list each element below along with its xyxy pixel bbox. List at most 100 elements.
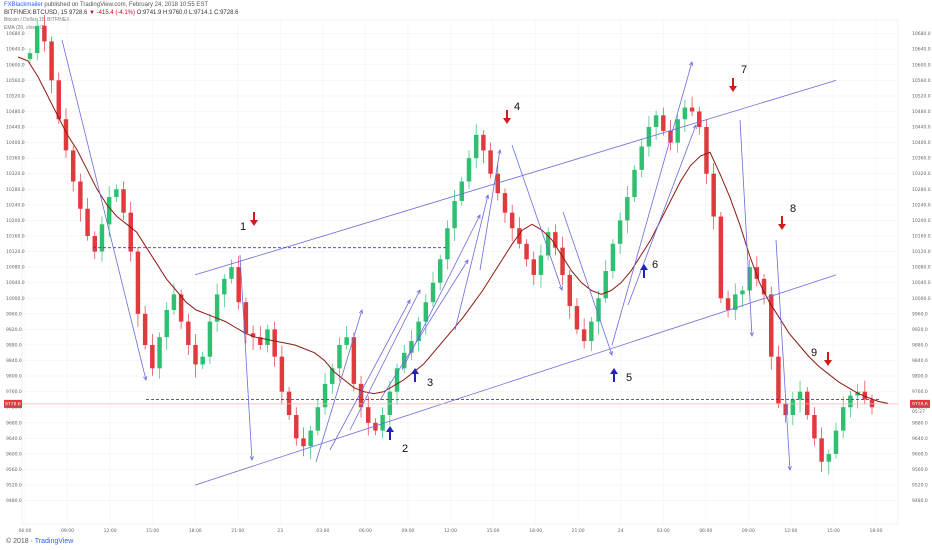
y-tick-right: 10640.0 (912, 47, 931, 53)
y-tick-left: 9600.0 (6, 451, 22, 457)
publish-info: published on TradingView.com, February 2… (44, 2, 209, 8)
candle-body (27, 53, 33, 59)
tradingview-logo[interactable]: TradingView (34, 538, 74, 545)
upper-channel-line (194, 79, 837, 276)
candle-body (725, 298, 731, 310)
signal-label: 7 (741, 64, 747, 76)
y-tick-left: 9880.0 (6, 342, 22, 348)
candle-body (639, 146, 644, 170)
signal-arrow-up (610, 368, 618, 382)
candle-body (387, 391, 393, 416)
candle-body (78, 181, 83, 209)
lower-channel-line (194, 274, 837, 486)
candle-body (128, 212, 133, 252)
swing-arrowhead (416, 289, 421, 295)
y-tick-left: 9480.0 (6, 498, 22, 504)
last-price-label-left: 9728.6 (5, 401, 21, 407)
candle-body (99, 224, 105, 252)
candle-body (776, 356, 781, 404)
y-tick-right: 9480.0 (912, 498, 928, 504)
candle-body (236, 267, 241, 303)
y-tick-right: 9840.0 (912, 358, 928, 364)
signal-arrow-head (250, 220, 258, 226)
swing-arrowhead (689, 61, 694, 66)
candle-body (502, 193, 508, 213)
candle-body (394, 368, 400, 392)
symbol-price: BITFINEX:BTCUSD, 15 9728.6 (4, 9, 88, 16)
candle-body (222, 278, 227, 295)
swing-line (511, 144, 563, 291)
swing-arrowhead (476, 214, 481, 220)
candle-body (322, 383, 328, 408)
x-tick: 21:00 (231, 528, 244, 534)
publish-line: FXBlackmailer published on TradingView.c… (4, 2, 238, 10)
candle-body (689, 107, 695, 112)
candle-body (416, 321, 421, 342)
candle-body (380, 415, 385, 431)
candle-body (308, 430, 313, 447)
candle-body (783, 403, 788, 416)
candle-body (790, 399, 796, 416)
candle-body (754, 267, 760, 279)
swing-line (454, 194, 489, 331)
y-tick-right: 9640.0 (912, 436, 928, 442)
swing-line (239, 254, 253, 461)
author-name[interactable]: FXBlackmailer (4, 2, 43, 8)
candle-body (653, 115, 659, 128)
time-axis[interactable]: 06:00 09:00 12:00 15:00 18:00 21:00 23 03:00 06:… (19, 528, 883, 534)
y-tick-left: 10280.0 (6, 187, 25, 193)
candle-body (495, 173, 501, 194)
chart-footer: © 2018 · TradingView (6, 538, 73, 545)
candle-body (661, 115, 666, 131)
candle-body (330, 368, 335, 384)
candle-body (56, 80, 62, 120)
signal-label: 8 (790, 203, 796, 215)
signal-arrow-down (824, 352, 832, 366)
swing-line (329, 299, 411, 451)
candle-body (42, 25, 47, 42)
signal-arrow-head (610, 368, 618, 374)
candle-body (826, 453, 832, 462)
y-tick-left: 9840.0 (6, 358, 22, 364)
swing-line (315, 309, 363, 463)
candle-body (553, 232, 558, 248)
candle-body (92, 236, 98, 252)
candle-body (265, 329, 270, 345)
candle-body (488, 150, 493, 174)
x-tick: 09:00 (742, 528, 755, 534)
signal-arrow-head (411, 368, 419, 374)
candle-body (301, 438, 306, 447)
signal-label: 5 (626, 372, 632, 384)
drawings: 9728.6 9728.6 05:27 1 2 3 4 5 6 7 8 9 (4, 39, 930, 486)
swing-arrowhead (749, 332, 754, 337)
candle-body (430, 282, 436, 303)
y-tick-left: 9720.0 (6, 405, 22, 411)
y-tick-right: 9720.0 (912, 405, 928, 411)
candle-body (682, 107, 688, 120)
candle-body (142, 313, 148, 345)
candle-body (632, 169, 637, 198)
y-tick-right: 9520.0 (912, 483, 928, 489)
candle-body (560, 247, 565, 275)
candle-body (200, 356, 205, 365)
signal-arrow-head (386, 426, 394, 432)
candle-body (85, 208, 90, 236)
y-tick-left: 10120.0 (6, 249, 25, 255)
candle-body (517, 228, 522, 244)
x-tick: 15:00 (487, 528, 500, 534)
y-tick-left: 9800.0 (6, 374, 22, 380)
swing-line (401, 214, 481, 371)
signal-arrow-down (729, 78, 737, 92)
candle-body (869, 399, 875, 408)
candle-body (423, 302, 429, 322)
x-tick: 09:00 (61, 528, 74, 534)
y-tick-left: 10480.0 (6, 109, 25, 115)
swing-line (349, 289, 421, 431)
candle-body (135, 251, 141, 314)
candle-body (733, 294, 738, 310)
price-axis[interactable]: 10680.0 10680.0 10640.0 10640.0 10600.0 10600… (6, 31, 931, 504)
last-price-label: 9728.6 (912, 401, 928, 407)
swing-arrowhead (143, 376, 148, 381)
y-tick-right: 10560.0 (912, 78, 931, 84)
